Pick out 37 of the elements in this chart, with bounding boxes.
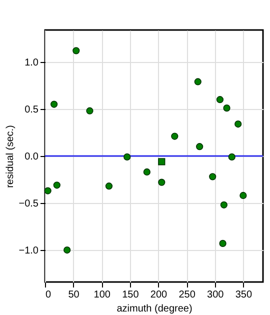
x-tick-label: 150 (122, 290, 140, 300)
y-axis-title: residual (sec.) (4, 125, 16, 188)
point (219, 240, 226, 248)
point (240, 192, 247, 200)
x-tick-label: 350 (235, 290, 252, 300)
point (158, 178, 166, 186)
point (105, 182, 113, 190)
x-axis-title: azimuth (degree) (116, 304, 192, 314)
point (124, 153, 131, 160)
point (196, 143, 204, 150)
x-tick-label: 250 (178, 290, 196, 300)
point (220, 201, 228, 208)
y-tick-label: 1.0 (24, 57, 39, 68)
point (64, 246, 71, 254)
point (194, 78, 202, 86)
x-tick-label: 0 (46, 290, 52, 300)
x-tick-label: 100 (94, 290, 111, 300)
point (50, 100, 58, 108)
point (53, 182, 60, 189)
y-tick-label: 0.5 (24, 104, 39, 116)
x-tick-label: 200 (150, 290, 168, 300)
point (158, 158, 166, 166)
point (171, 132, 178, 140)
y-tick-label: −0.5 (18, 198, 39, 210)
point (223, 104, 230, 112)
x-tick-label: 50 (68, 290, 80, 300)
point (228, 153, 236, 160)
point (209, 173, 216, 180)
point (234, 120, 242, 128)
point (216, 96, 224, 104)
y-tick-label: −1.0 (18, 246, 39, 257)
point (143, 168, 150, 176)
point (44, 187, 52, 194)
point (86, 107, 94, 114)
point (72, 47, 80, 54)
x-tick-label: 300 (207, 290, 224, 300)
y-tick-label: 0.0 (24, 152, 39, 162)
